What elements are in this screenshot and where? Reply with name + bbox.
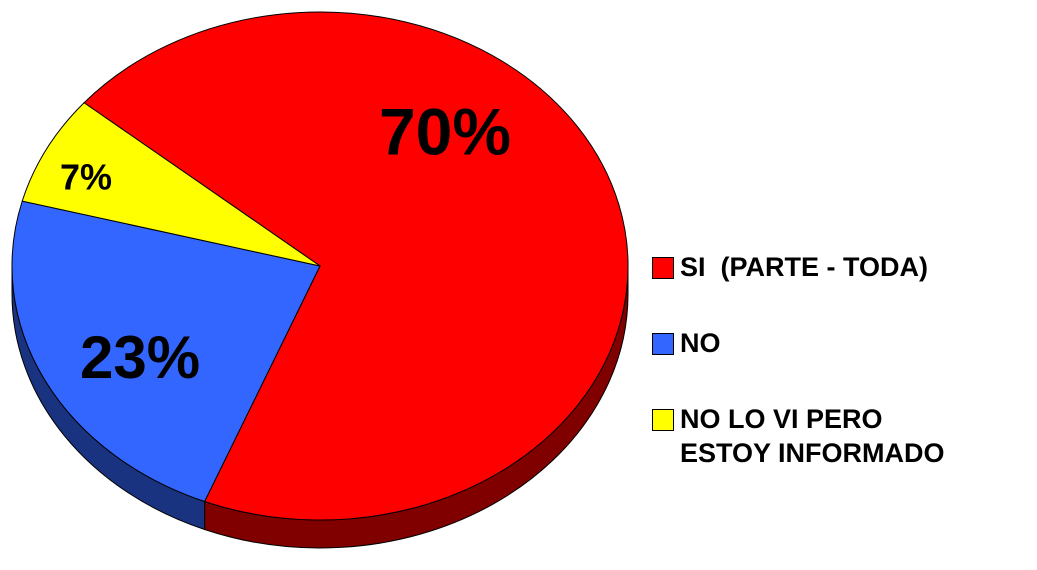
value-label: 23%	[80, 324, 200, 391]
legend-label: NO LO VI PERO ESTOY INFORMADO	[680, 404, 945, 468]
legend-swatch	[652, 257, 674, 279]
legend: SI (PARTE - TODA) NO NO LO VI PERO ESTOY I…	[652, 250, 1022, 512]
legend-swatch	[652, 333, 674, 355]
slice	[21, 102, 321, 267]
legend-label: NO	[680, 328, 721, 358]
value-label: 70%	[379, 94, 511, 168]
slice	[11, 200, 321, 503]
legend-label: SI (PARTE - TODA)	[680, 252, 928, 282]
legend-item: NO LO VI PERO ESTOY INFORMADO	[652, 402, 1022, 470]
slice	[83, 11, 629, 521]
legend-item: SI (PARTE - TODA)	[652, 250, 1022, 284]
legend-item: NO	[652, 326, 1022, 360]
legend-swatch	[652, 409, 674, 431]
value-label: 7%	[60, 157, 112, 198]
